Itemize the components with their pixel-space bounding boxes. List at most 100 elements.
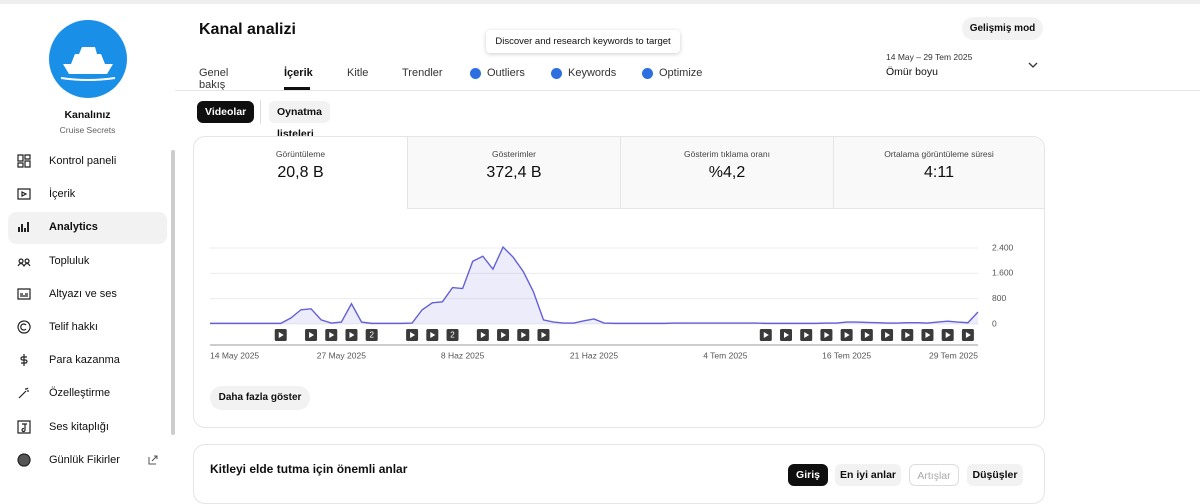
advanced-mode-button[interactable]: Gelişmiş mod — [962, 17, 1043, 40]
moments-title: Kitleyi elde tutma için önemli anlar — [210, 462, 408, 476]
nav-icon-shape — [20, 354, 28, 367]
play-icon — [763, 332, 769, 338]
nav-icon — [18, 222, 29, 233]
tab[interactable]: İçerik — [284, 67, 313, 79]
moment-button: Artışlar — [909, 464, 959, 486]
tab[interactable]: Trendler — [402, 67, 443, 79]
play-icon — [309, 332, 315, 338]
play-icon — [278, 332, 284, 338]
nav-label: Altyazı ve ses — [49, 287, 117, 300]
tab[interactable]: Kitle — [347, 67, 369, 79]
play-icon — [349, 332, 355, 338]
moment-button[interactable]: Düşüşler — [967, 464, 1023, 486]
external-shape — [148, 455, 158, 465]
nav-item[interactable]: Analytics — [8, 212, 167, 245]
tab-icon — [551, 68, 562, 79]
y-tick-label: 2.400 — [992, 242, 1014, 252]
nav-label: Para kazanma — [49, 354, 120, 367]
metric-value: 372,4 B — [486, 164, 542, 181]
video-marker-count: 2 — [450, 331, 455, 340]
nav-icon-shape — [17, 188, 31, 200]
divider — [175, 90, 1200, 91]
nav-item[interactable]: İçerik — [8, 179, 167, 211]
play-icon — [905, 332, 911, 338]
nav-icon-shape — [18, 222, 29, 233]
nav-item[interactable]: Topluluk — [8, 246, 167, 278]
tab-icon — [470, 68, 481, 79]
period[interactable]: Ömür boyu — [886, 66, 938, 78]
y-tick-label: 0 — [992, 318, 997, 328]
play-icon — [965, 332, 971, 338]
metric-value: %4,2 — [708, 164, 746, 181]
nav-icon — [17, 188, 31, 200]
external-icon — [148, 455, 158, 465]
play-icon — [925, 332, 931, 338]
metric-tab[interactable]: Gösterim tıklama oranı %4,2 — [620, 137, 833, 209]
page-title: Kanal analizi — [199, 21, 296, 38]
tab[interactable]: Outliers — [487, 67, 525, 79]
nav-icon — [20, 354, 28, 367]
channel-name: Cruise Secrets — [59, 125, 116, 135]
filter-chip[interactable]: Videolar — [197, 101, 255, 123]
chevron[interactable] — [1027, 60, 1039, 70]
x-tick-label: 4 Tem 2025 — [703, 350, 748, 360]
area — [210, 247, 978, 324]
nav-label: Özelleştirme — [49, 387, 111, 400]
date-range: 14 May – 29 Tem 2025 — [886, 52, 973, 62]
tab[interactable]: Keywords — [568, 67, 617, 79]
nav-icon-shape — [17, 453, 31, 467]
nav-item[interactable]: Telif hakkı — [8, 312, 167, 344]
metric-tab[interactable]: Gösterimler 372,4 B — [407, 137, 620, 209]
x-tick-label: 16 Tem 2025 — [822, 350, 871, 360]
video-marker[interactable] — [446, 329, 459, 341]
play-icon — [784, 332, 789, 338]
x-tick-label: 29 Tem 2025 — [929, 350, 978, 360]
tab[interactable]: Genel bakış — [199, 67, 229, 91]
nav-icon — [17, 257, 31, 267]
nav-label: Topluluk — [49, 254, 90, 267]
nav-icon-shape — [17, 288, 31, 300]
nav-label: Ses kitaplığı — [49, 420, 109, 433]
tab-icon — [642, 68, 653, 79]
play-icon — [501, 332, 507, 338]
tab[interactable]: Optimize — [659, 67, 703, 79]
channel-avatar[interactable] — [49, 20, 127, 98]
metric-value: 4:11 — [924, 164, 954, 181]
nav-label: Telif hakkı — [49, 321, 98, 333]
play-icon — [430, 332, 436, 338]
play-icon — [824, 332, 830, 338]
nav-item[interactable]: Özelleştirme — [8, 378, 167, 410]
nav-item[interactable]: Kontrol paneli — [8, 146, 167, 178]
x-tick-label: 21 Haz 2025 — [570, 350, 618, 360]
scrollbar — [171, 150, 175, 435]
nav-item[interactable]: Para kazanma — [8, 345, 167, 377]
nav-icon — [18, 387, 29, 399]
moment-button[interactable]: Giriş — [788, 464, 828, 486]
play-icon — [885, 332, 891, 338]
nav-item[interactable]: Altyazı ve ses — [8, 279, 167, 311]
nav-item[interactable]: Günlük Fikirler — [8, 445, 167, 477]
ship-icon — [60, 47, 116, 81]
metric-value: 20,8 B — [277, 164, 324, 181]
video-marker-count: 2 — [369, 331, 374, 340]
play-icon — [844, 332, 850, 338]
metric-label: Gösterim tıklama oranı — [684, 149, 770, 159]
play-icon — [945, 332, 951, 338]
nav-icon — [17, 419, 31, 434]
nav-label: Kontrol paneli — [49, 155, 117, 167]
metric-tab[interactable]: Görüntüleme 20,8 B — [194, 137, 407, 209]
y-tick-label: 800 — [992, 293, 1006, 303]
show-more-button[interactable]: Daha fazla göster — [210, 386, 310, 410]
video-marker[interactable] — [365, 329, 378, 341]
play-icon — [521, 332, 527, 338]
nav-icon-shape — [17, 320, 31, 334]
filter-divider — [260, 100, 261, 124]
nav-item[interactable]: Ses kitaplığı — [8, 412, 167, 444]
metric-tab[interactable]: Ortalama görüntüleme süresi 4:11 — [833, 137, 1044, 209]
moment-button[interactable]: En iyi anlar — [835, 464, 901, 486]
play-icon — [329, 332, 335, 338]
nav-icon — [17, 288, 31, 300]
play-icon — [864, 332, 870, 338]
play-icon — [410, 332, 416, 338]
